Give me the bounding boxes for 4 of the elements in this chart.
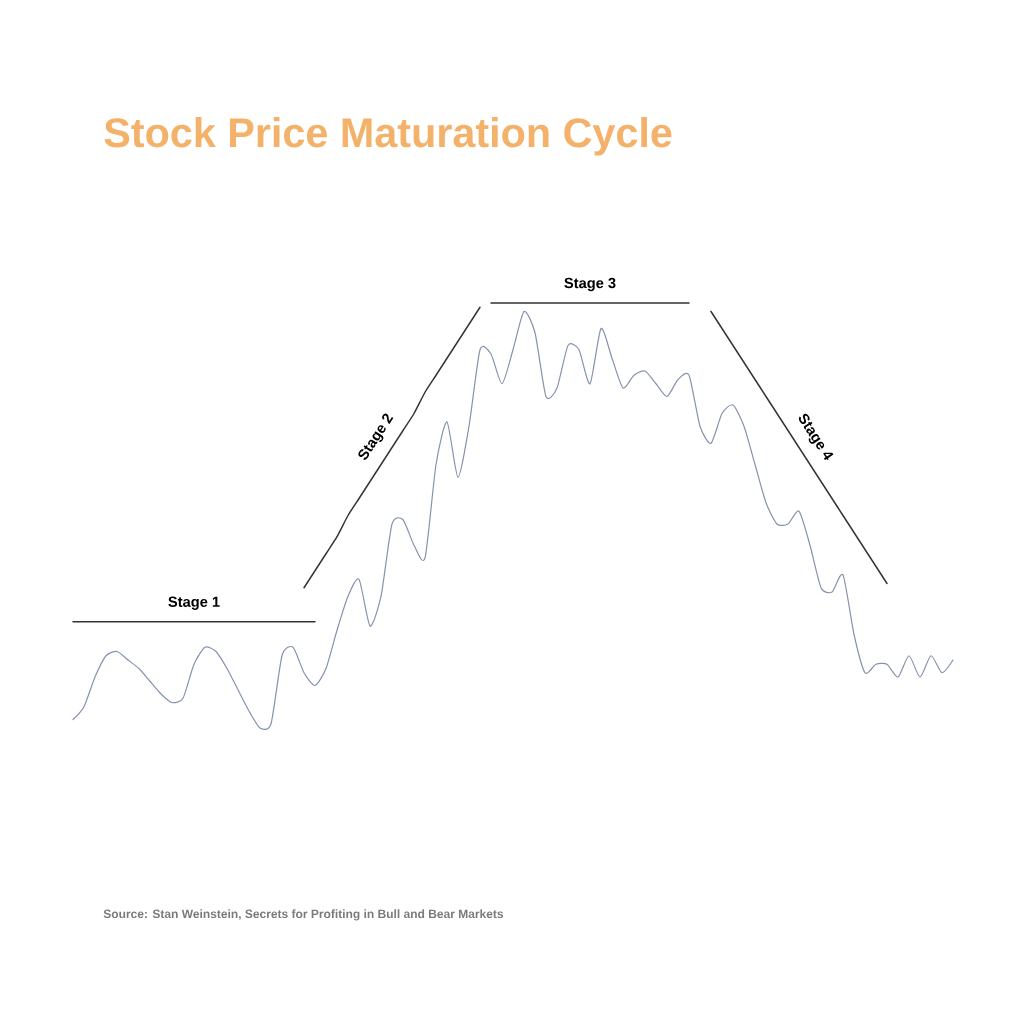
chart-title: Stock Price Maturation Cycle (104, 117, 672, 156)
series-label: Stage 3 (564, 277, 616, 292)
source-note: Source: Stan Weinstein, Secrets for Profiting in Bull and Bear Markets (103, 909, 504, 921)
series-label: Stage 1 (168, 596, 220, 610)
